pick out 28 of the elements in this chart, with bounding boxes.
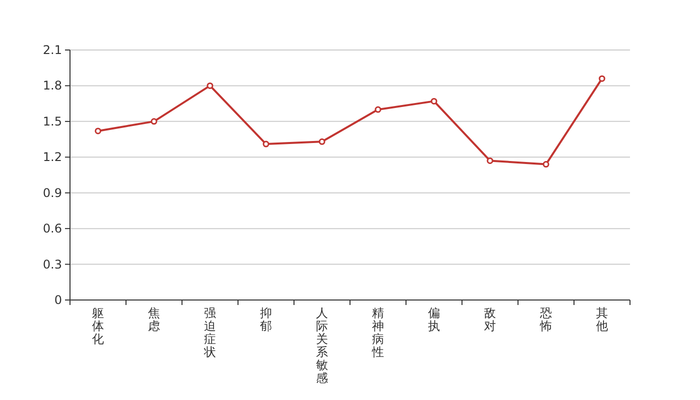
x-tick-label: 抑郁 [260, 306, 272, 333]
point [150, 118, 158, 125]
x-tick-label: 恐怖 [539, 306, 552, 333]
y-tick-label: 1.2 [42, 150, 62, 164]
point [94, 128, 102, 134]
point [598, 75, 606, 82]
x-tick-label: 精神病性 [371, 306, 384, 359]
x-tick-label: 焦虑 [148, 306, 160, 333]
y-tick-label: 0 [54, 293, 62, 307]
point [542, 161, 550, 168]
x-tick-label: 强迫症状 [203, 306, 216, 359]
x-tick-label: 敌对 [484, 306, 496, 333]
y-tick-label: 0.6 [42, 222, 62, 236]
point [374, 106, 382, 113]
point [486, 157, 494, 164]
y-tick-label: 2.1 [42, 43, 62, 57]
point [206, 82, 214, 89]
y-tick-label: 0.9 [42, 186, 62, 200]
point [262, 140, 270, 148]
x-tick-label: 躯体化 [92, 306, 104, 346]
x-tick-label: 偏执 [428, 306, 440, 333]
y-tick-label: 1.8 [42, 78, 62, 93]
y-tick-label: 1.5 [42, 114, 62, 128]
x-tick-label: 其他 [596, 306, 608, 333]
y-tick-label: 0.3 [42, 257, 62, 272]
point [430, 98, 438, 104]
point [318, 138, 326, 145]
x-tick-label: 人际关系敏感 [316, 306, 328, 385]
